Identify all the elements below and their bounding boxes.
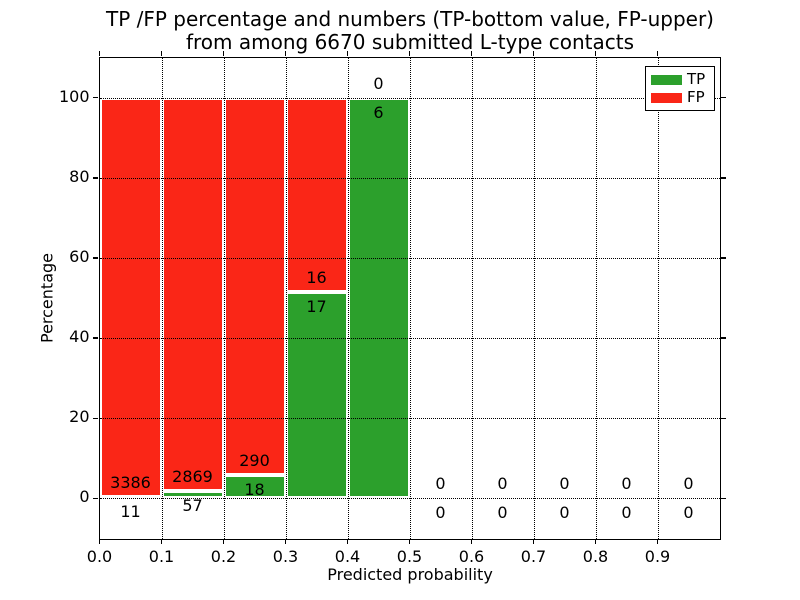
bar-value-fp: 0 bbox=[683, 474, 694, 494]
y-tick-mark-right bbox=[721, 337, 726, 339]
bar-value-tp: 6 bbox=[373, 102, 384, 122]
x-tick-label: 0.6 bbox=[458, 546, 485, 566]
grid-line-x bbox=[347, 57, 349, 539]
bar-segment-fp bbox=[99, 97, 162, 498]
legend-item-fp: FP bbox=[651, 90, 709, 105]
bar-segment-tp bbox=[161, 490, 224, 499]
x-axis-label: Predicted probability bbox=[327, 565, 493, 584]
y-tick-mark-right bbox=[721, 417, 726, 419]
bar-value-tp: 18 bbox=[244, 479, 265, 499]
y-tick-mark bbox=[93, 257, 98, 259]
grid-line-x bbox=[657, 57, 659, 539]
bar-segment-tp bbox=[347, 97, 410, 499]
x-tick-mark-top bbox=[408, 51, 411, 56]
y-tick-mark bbox=[93, 497, 98, 500]
y-tick-mark-right bbox=[721, 177, 726, 179]
x-tick-mark-top bbox=[532, 51, 535, 56]
legend-item-tp: TP bbox=[651, 72, 709, 87]
y-tick-mark bbox=[93, 177, 98, 179]
bar-value-tp: 11 bbox=[120, 502, 141, 522]
bar-segment-tp bbox=[285, 291, 348, 499]
bar-segment-fp bbox=[223, 97, 286, 475]
x-tick-label: 0.3 bbox=[272, 546, 299, 566]
grid-line-x bbox=[471, 57, 473, 539]
plot-area: 0.0 0.1 0.2 0.3 0.4 0.5 0.6 0.7 0.8 0.9 0 20 40 60 80 1… bbox=[59, 51, 726, 565]
bar-value-fp: 0 bbox=[559, 474, 570, 494]
x-tick-mark bbox=[594, 538, 597, 544]
x-tick-mark-top bbox=[222, 51, 225, 56]
grid-line-x bbox=[409, 57, 411, 539]
grid-line-x bbox=[161, 57, 163, 539]
x-tick-label: 0.8 bbox=[582, 546, 609, 566]
x-tick-mark bbox=[284, 538, 287, 544]
x-tick-label: 0.2 bbox=[210, 546, 237, 566]
legend: TP FP bbox=[645, 66, 715, 111]
chart-title-line2: from among 6670 submitted L-type contact… bbox=[185, 30, 635, 54]
bar-segment-fp bbox=[161, 97, 224, 491]
bar-segment-tp bbox=[223, 474, 286, 499]
grid-line-x bbox=[595, 57, 597, 539]
grid-line-x bbox=[223, 57, 225, 539]
y-tick-label: 80 bbox=[69, 166, 90, 186]
y-tick-label: 40 bbox=[69, 327, 90, 347]
x-tick-mark-top bbox=[346, 51, 349, 56]
bar-value-tp: 0 bbox=[621, 503, 632, 523]
x-tick-mark bbox=[656, 538, 659, 544]
x-tick-mark bbox=[532, 538, 535, 544]
legend-label-fp: FP bbox=[687, 88, 705, 106]
legend-label-tp: TP bbox=[687, 70, 706, 88]
bar-value-fp: 3386 bbox=[110, 473, 151, 493]
bar-value-fp: 0 bbox=[497, 474, 508, 494]
bar-segment-fp bbox=[285, 97, 348, 292]
x-tick-label: 0.7 bbox=[520, 546, 547, 566]
bar-value-tp: 0 bbox=[435, 503, 446, 523]
grid-line-x bbox=[533, 57, 535, 539]
x-tick-label: 0.9 bbox=[644, 546, 671, 566]
grid-line-x bbox=[285, 57, 287, 539]
y-tick-label: 60 bbox=[69, 246, 90, 266]
x-tick-mark-top bbox=[656, 51, 659, 56]
x-tick-mark bbox=[222, 538, 225, 544]
chart-title-line1: TP /FP percentage and numbers (TP-bottom… bbox=[106, 7, 714, 31]
x-tick-mark bbox=[408, 538, 411, 544]
chart-title: TP /FP percentage and numbers (TP-bottom… bbox=[100, 8, 720, 54]
y-tick-mark-right bbox=[721, 96, 726, 99]
bar-value-fp: 2869 bbox=[172, 466, 213, 486]
x-tick-mark-top bbox=[98, 51, 101, 56]
fp-color-swatch bbox=[651, 92, 682, 103]
bar-value-fp: 16 bbox=[306, 267, 327, 287]
x-tick-label: 0.0 bbox=[86, 546, 113, 566]
x-tick-mark-top bbox=[470, 51, 473, 56]
bar-value-tp: 57 bbox=[182, 495, 203, 515]
x-tick-label: 0.5 bbox=[396, 546, 423, 566]
tp-color-swatch bbox=[651, 74, 682, 85]
x-tick-mark-top bbox=[284, 51, 287, 56]
x-tick-label: 0.4 bbox=[334, 546, 361, 566]
y-tick-mark bbox=[93, 96, 98, 99]
bar-value-tp: 17 bbox=[306, 296, 327, 316]
bar-value-fp: 0 bbox=[621, 474, 632, 494]
x-tick-mark bbox=[470, 538, 473, 544]
bar-value-fp: 290 bbox=[239, 450, 270, 470]
y-tick-mark-right bbox=[721, 257, 726, 259]
y-tick-label: 100 bbox=[58, 86, 90, 106]
bar-value-tp: 0 bbox=[559, 503, 570, 523]
y-tick-label: 20 bbox=[69, 407, 90, 427]
bar-value-tp: 0 bbox=[683, 503, 694, 523]
x-tick-mark bbox=[346, 538, 349, 544]
bar-value-fp: 0 bbox=[435, 474, 446, 494]
x-tick-label: 0.1 bbox=[148, 546, 175, 566]
x-tick-mark bbox=[98, 538, 101, 544]
bar-value-fp: 0 bbox=[373, 73, 384, 93]
y-tick-mark bbox=[93, 337, 98, 339]
y-tick-mark bbox=[93, 417, 98, 419]
bar-value-tp: 0 bbox=[497, 503, 508, 523]
x-tick-mark bbox=[160, 538, 163, 544]
y-tick-label: 0 bbox=[79, 487, 90, 507]
y-tick-mark-right bbox=[721, 497, 726, 500]
x-tick-mark-top bbox=[160, 51, 163, 56]
x-tick-mark-top bbox=[594, 51, 597, 56]
